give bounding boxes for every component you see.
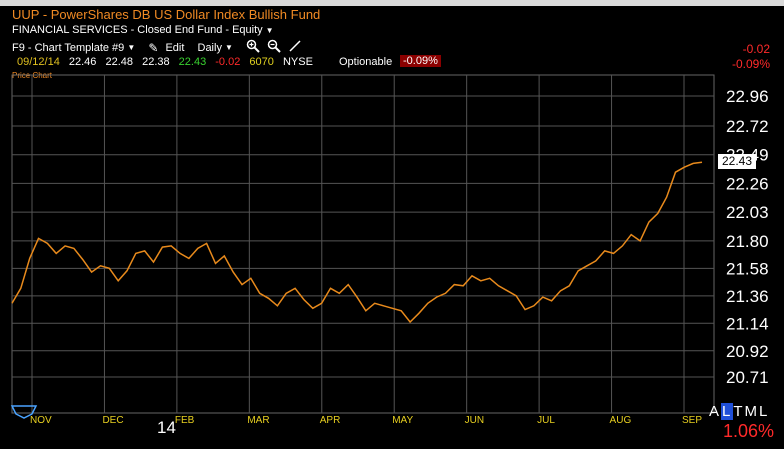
range-selector[interactable]: ALTML [709,403,769,420]
quote-open: 22.46 [68,56,97,68]
price-line-series [11,161,703,324]
dropdown-caret-icon: ▼ [225,43,233,53]
y-tick-label: 22.72 [726,117,769,136]
chart-toolbar: F9 - Chart Template #9 ▼ ✎ Edit Daily ▼ [12,39,306,56]
navigator-icon[interactable] [10,404,38,420]
dropdown-caret-icon[interactable]: ▼ [265,26,274,35]
change-pct-badge: -0.09% [400,55,441,67]
quote-high: 22.48 [105,56,134,68]
quote-volume: 6070 [249,56,274,68]
chart-frame [11,74,715,414]
x-tick-label: APR [320,415,341,426]
range-l[interactable]: L [721,403,734,420]
x-tick-label: MAR [247,415,269,426]
range-m[interactable]: M [744,403,760,420]
y-tick-label: 21.58 [726,259,769,278]
zoom-in-icon[interactable] [246,39,260,56]
symbol-title[interactable]: UUP - PowerShares DB US Dollar Index Bul… [12,7,321,22]
edit-button[interactable]: Edit [165,41,185,54]
zoom-out-icon[interactable] [267,39,281,56]
quote-exchange: NYSE [282,56,313,68]
x-tick-label: FEB [175,415,195,426]
top-window-strip [0,0,784,6]
period-dropdown[interactable]: Daily ▼ [197,41,233,54]
range-l2[interactable]: L [759,403,770,420]
classification-label: FINANCIAL SERVICES - Closed End Fund - E… [12,24,263,36]
dropdown-caret-icon: ▼ [127,43,136,53]
quote-date: 09/12/14 [17,56,60,68]
period-label: Daily [197,41,222,54]
x-tick-label: SEP [682,415,702,426]
right-change-pct: -0.09% [731,57,770,71]
optionable-label: Optionable [339,56,393,68]
y-tick-label: 20.71 [726,368,769,387]
y-tick-label: 22.96 [726,87,769,106]
x-tick-label: MAY [392,415,413,426]
edit-pencil-icon[interactable]: ✎ [148,40,159,55]
y-tick-label: 22.26 [726,174,769,193]
y-tick-label: 21.80 [726,232,769,251]
range-a[interactable]: A [709,403,722,420]
year-label: 14 [157,418,176,437]
x-tick-label: JUN [465,415,484,426]
quote-line: 09/12/14 22.46 22.48 22.38 22.43 -0.02 6… [17,56,319,68]
template-label: F9 - Chart Template #9 [12,41,125,54]
y-tick-label: 21.14 [726,314,769,333]
x-tick-label: JUL [537,415,555,426]
quote-change: -0.02 [215,56,241,68]
x-tick-label: DEC [102,415,123,426]
range-t[interactable]: T [733,403,745,420]
y-tick-label: 22.03 [726,203,769,222]
title-bar: UUP - PowerShares DB US Dollar Index Bul… [0,6,784,22]
quote-last: 22.43 [178,56,207,68]
last-price-marker: 22.43 [718,154,756,169]
y-tick-label: 20.92 [726,342,769,361]
quote-low: 22.38 [142,56,170,68]
template-dropdown[interactable]: F9 - Chart Template #9 ▼ [12,41,136,54]
x-tick-label: AUG [610,415,632,426]
x-tick-label: NOV [30,415,52,426]
classification-row[interactable]: FINANCIAL SERVICES - Closed End Fund - E… [12,24,274,36]
y-tick-label: 21.36 [726,287,769,306]
right-change: -0.02 [742,42,770,56]
range-pct: 1.06% [722,421,774,441]
draw-line-icon[interactable] [288,39,302,56]
